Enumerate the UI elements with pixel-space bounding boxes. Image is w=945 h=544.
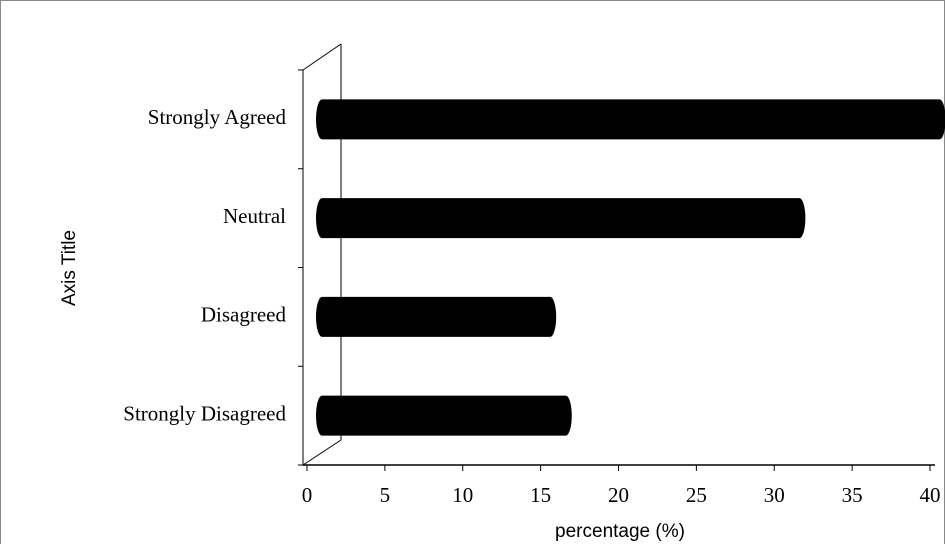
bar — [316, 296, 557, 337]
y-tick-label: Neutral — [223, 204, 286, 228]
x-tick-label: 40 — [920, 483, 941, 507]
x-tick-label: 15 — [530, 483, 551, 507]
wall-edge — [302, 43, 342, 71]
y-tick-label: Strongly Disagreed — [123, 401, 286, 425]
bar — [316, 198, 806, 239]
wall-edge — [302, 439, 342, 466]
x-tick-label: 10 — [452, 483, 473, 507]
bar — [316, 99, 945, 140]
y-tick-label: Disagreed — [201, 303, 287, 327]
x-tick-label: 30 — [764, 483, 785, 507]
y-axis-title: Axis Title — [59, 230, 80, 306]
x-tick-label: 5 — [380, 483, 391, 507]
x-tick-label: 20 — [608, 483, 629, 507]
x-tick-label: 25 — [686, 483, 707, 507]
x-tick-label: 0 — [302, 483, 313, 507]
y-tick-label: Strongly Agreed — [148, 105, 287, 129]
x-tick-label: 35 — [842, 483, 863, 507]
x-axis-title: percentage (%) — [555, 521, 685, 542]
bar — [316, 395, 572, 436]
